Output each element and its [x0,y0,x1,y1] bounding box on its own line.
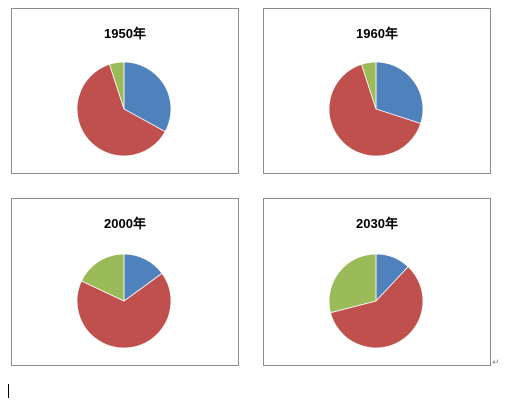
chart-2000: 2000年 [11,198,239,366]
pie-slice-2 [76,272,172,349]
pie-slice-3 [80,253,125,302]
pie-chart-1950 [76,61,172,157]
pie-slice-2 [76,63,166,157]
chart-title: 2030年 [356,216,398,231]
pie-slice-3 [108,61,125,110]
pie-chart-2030 [328,253,424,349]
pie-chart-1960 [328,61,424,157]
text-cursor [8,384,9,398]
pie-slice-1 [123,61,172,133]
pie-slice-2 [329,266,424,349]
paragraph-mark: ↵ [492,358,500,368]
pie-chart-2000 [76,253,172,349]
pie-slice-3 [328,253,377,314]
chart-title: 1950年 [104,26,146,41]
chart-title: 2000年 [104,216,146,231]
pie-slice-2 [328,63,422,157]
pie-slice-1 [375,61,424,125]
chart-1950: 1950年 [11,8,239,174]
chart-1960: 1960年 [263,8,491,174]
chart-2030: 2030年 [263,198,491,366]
pie-slice-3 [360,61,377,110]
chart-title: 1960年 [356,26,398,41]
